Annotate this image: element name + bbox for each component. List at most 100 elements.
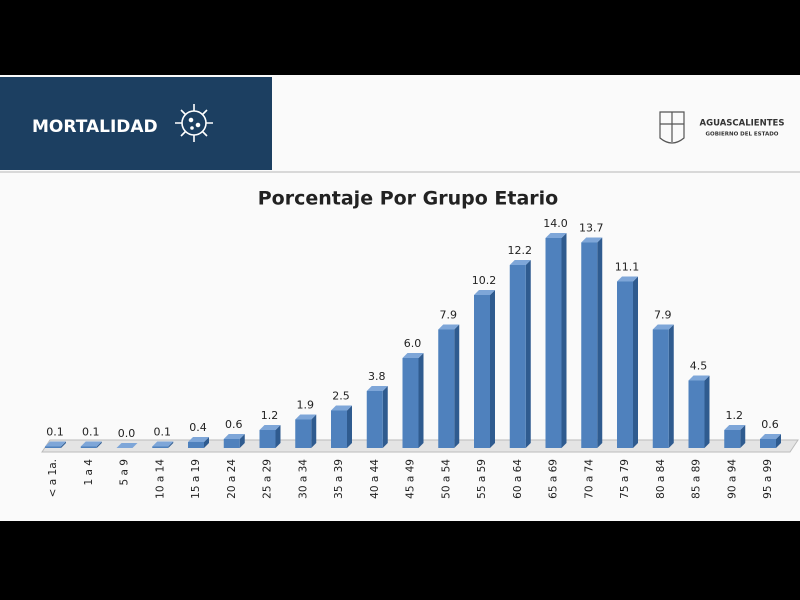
bar-top — [545, 233, 567, 238]
value-label: 4.5 — [690, 360, 708, 373]
x-tick-label: 20 a 24 — [226, 459, 238, 499]
x-tick-label: 65 a 69 — [548, 459, 560, 499]
bar-side — [668, 324, 674, 448]
bar — [617, 281, 633, 448]
bar-side — [454, 324, 460, 448]
value-label: 0.1 — [154, 426, 172, 439]
bar-side — [168, 441, 174, 448]
bar-top — [438, 324, 460, 330]
bar — [545, 238, 562, 448]
bar-side — [490, 290, 495, 448]
bar-side — [776, 434, 781, 448]
bar — [438, 329, 455, 448]
bar-top — [581, 237, 603, 243]
x-tick-label: 75 a 79 — [619, 459, 631, 499]
bar — [188, 442, 204, 448]
value-label: 14.0 — [543, 217, 568, 230]
x-tick-label: 5 a 9 — [119, 459, 131, 485]
bar — [45, 446, 61, 448]
x-tick-label: < a 1a. — [47, 459, 59, 497]
value-label: 7.9 — [440, 309, 458, 322]
x-tick-label: 80 a 84 — [655, 459, 667, 499]
value-label: 1.9 — [297, 399, 315, 412]
value-label: 0.0 — [118, 427, 136, 440]
bar — [152, 446, 169, 448]
bar — [259, 430, 276, 448]
bar-top — [223, 434, 245, 439]
value-label: 6.0 — [404, 337, 422, 350]
value-label: 11.1 — [615, 261, 640, 274]
value-label: 13.7 — [579, 222, 604, 235]
bar-top — [80, 441, 102, 447]
x-tick-label: 25 a 29 — [262, 459, 274, 499]
bar-top — [509, 260, 531, 265]
logo-subtitle: GOBIERNO DEL ESTADO — [706, 132, 779, 138]
bar-top — [402, 353, 424, 358]
bar — [760, 439, 776, 448]
bar-side — [96, 441, 102, 448]
x-tick-label: 60 a 64 — [512, 459, 524, 499]
bar-side — [311, 414, 317, 448]
bar — [366, 391, 383, 448]
value-label: 0.6 — [225, 418, 243, 431]
value-label: 7.9 — [654, 309, 672, 322]
bar — [724, 430, 741, 448]
bar-top — [366, 386, 388, 391]
x-tick-label: 90 a 94 — [726, 459, 738, 499]
bar-top — [116, 443, 138, 448]
bar — [688, 380, 705, 448]
x-tick-label: 85 a 89 — [691, 459, 703, 499]
bar — [331, 410, 347, 448]
bar-side — [418, 353, 424, 448]
bar-side — [561, 233, 567, 448]
bar-top — [688, 375, 710, 381]
x-tick-label: 95 a 99 — [762, 459, 774, 499]
bar — [402, 358, 419, 448]
value-label: 3.8 — [368, 370, 386, 383]
bar — [223, 439, 240, 448]
bar-side — [597, 237, 603, 448]
bar-side — [740, 425, 746, 448]
bar — [474, 295, 490, 448]
chart-title: Porcentaje Por Grupo Etario — [258, 188, 558, 210]
bar — [509, 265, 526, 448]
value-label: 1.2 — [726, 409, 744, 422]
bar — [295, 419, 312, 448]
bar-top — [45, 441, 66, 447]
virus-icon — [175, 104, 213, 142]
x-tick-label: 35 a 39 — [333, 459, 345, 499]
bar-side — [61, 441, 66, 448]
header-band — [0, 77, 272, 170]
bar-top — [617, 276, 638, 282]
bar-top — [331, 405, 352, 411]
x-tick-label: 45 a 49 — [405, 459, 417, 499]
bar-top — [152, 441, 174, 447]
value-label: 0.1 — [82, 426, 100, 439]
value-label: 12.2 — [508, 244, 533, 257]
value-label: 0.6 — [761, 418, 779, 431]
bar-side — [633, 276, 638, 448]
bar — [652, 329, 669, 448]
bar-top — [724, 425, 746, 430]
bar-top — [259, 425, 281, 430]
value-label: 1.2 — [261, 409, 279, 422]
bar-side — [382, 386, 388, 448]
bar-top — [760, 434, 781, 439]
bar — [581, 242, 598, 448]
x-tick-label: 55 a 59 — [476, 459, 488, 499]
x-tick-label: 15 a 19 — [190, 459, 202, 499]
x-tick-label: 40 a 44 — [369, 459, 381, 499]
x-tick-label: 1 a 4 — [83, 459, 95, 486]
bar — [80, 446, 97, 448]
value-label: 10.2 — [472, 274, 497, 287]
header-title: MORTALIDAD — [32, 117, 158, 137]
bar-top — [474, 290, 495, 295]
bar-top — [188, 437, 209, 442]
bar-side — [525, 260, 531, 448]
x-tick-label: 10 a 14 — [154, 459, 166, 499]
x-tick-label: 30 a 34 — [297, 459, 309, 499]
value-label: 0.4 — [189, 421, 207, 434]
logo-title: AGUASCALIENTES — [700, 119, 785, 129]
